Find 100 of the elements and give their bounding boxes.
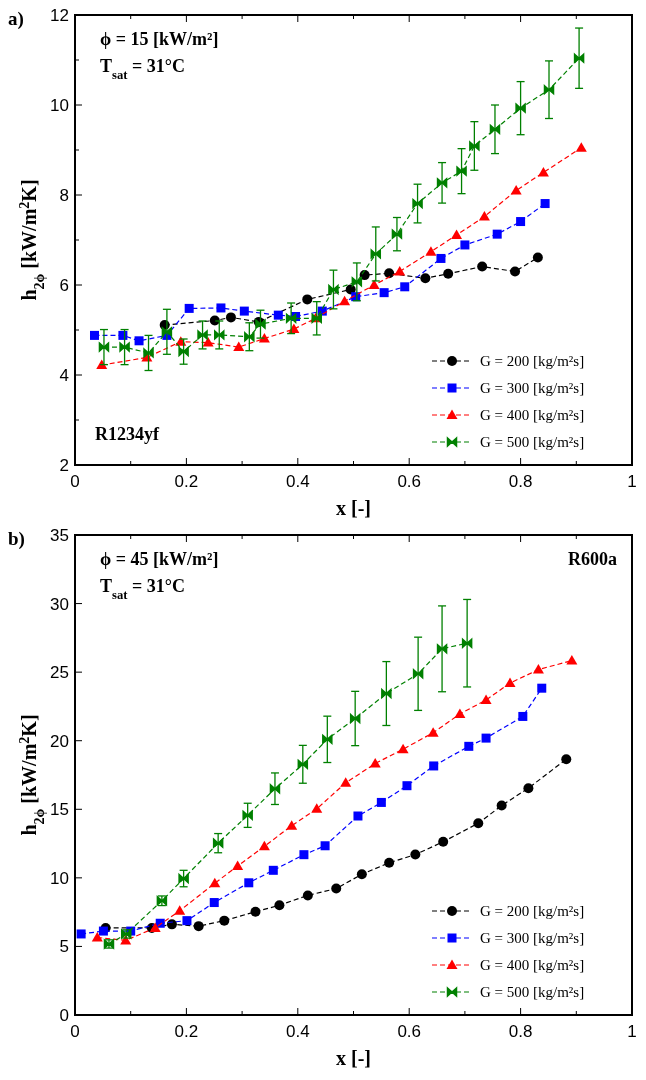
legend-label: G = 300 [kg/m²s] [480, 380, 585, 396]
point [76, 929, 86, 939]
point [90, 330, 99, 340]
point [518, 711, 528, 721]
y-tick-label: 4 [59, 366, 69, 385]
point [469, 141, 480, 151]
legend-label: G = 400 [kg/m²s] [480, 957, 585, 973]
point [381, 688, 392, 699]
point [356, 869, 367, 880]
point [489, 124, 501, 135]
point [269, 783, 281, 794]
point [436, 253, 446, 263]
point [397, 743, 409, 754]
point [496, 800, 507, 811]
y-tick-label: 6 [59, 276, 69, 295]
point [212, 838, 224, 848]
point [258, 333, 270, 343]
point [510, 266, 521, 277]
point [250, 906, 261, 917]
legend-label: G = 200 [kg/m²s] [480, 903, 585, 919]
legend-label: G = 500 [kg/m²s] [480, 434, 585, 450]
point [573, 53, 585, 63]
point [464, 741, 474, 751]
point [427, 727, 439, 737]
point [477, 261, 488, 272]
y-tick-label: 35 [50, 526, 69, 545]
point [537, 167, 549, 177]
point [510, 185, 522, 195]
point [461, 638, 473, 648]
x-tick-label: 1 [627, 1022, 637, 1041]
point [232, 860, 244, 871]
point [429, 761, 439, 771]
point [537, 683, 547, 693]
point [98, 342, 110, 352]
point [184, 303, 194, 313]
annotation: R600a [568, 549, 617, 569]
y-tick-label: 5 [59, 937, 69, 957]
annotation: T$_{sat}$ = 31°C [100, 56, 185, 82]
chart-title: b) [8, 528, 25, 550]
point [402, 781, 412, 791]
point [202, 337, 214, 347]
y-tick-label: 0 [59, 1006, 69, 1025]
x-tick-label: 0.8 [508, 1022, 533, 1041]
point [412, 198, 423, 209]
point [297, 759, 309, 770]
point [91, 932, 103, 942]
point [244, 332, 255, 342]
annotation: ϕ = 45 [kW/m²] [100, 549, 219, 569]
point [353, 811, 363, 821]
point [454, 708, 466, 718]
point [209, 877, 221, 888]
point [233, 341, 245, 352]
point [410, 849, 421, 860]
point [302, 294, 313, 305]
y-tick-label: 8 [59, 186, 69, 205]
point [219, 915, 230, 926]
point [302, 890, 313, 901]
point [286, 820, 298, 830]
point [451, 229, 463, 240]
point [481, 733, 491, 743]
point [369, 757, 381, 768]
point [575, 142, 587, 152]
point [438, 836, 449, 847]
point [174, 905, 186, 915]
point [460, 240, 470, 250]
y-tick-label: 25 [50, 663, 69, 683]
x-axis-title: x [-] [336, 1047, 371, 1069]
point [244, 878, 254, 888]
point [331, 883, 342, 894]
point [182, 916, 192, 926]
point [214, 330, 225, 340]
point [400, 282, 410, 292]
x-tick-label: 1 [627, 472, 637, 491]
point [320, 841, 330, 851]
point [239, 306, 249, 316]
point [384, 268, 395, 279]
point [504, 677, 516, 688]
point [425, 246, 437, 256]
point [340, 777, 352, 787]
y-tick-label: 2 [59, 456, 69, 475]
legend-label: G = 500 [kg/m²s] [480, 984, 585, 1000]
y-tick-label: 20 [50, 731, 69, 751]
point [473, 818, 484, 829]
y-tick-label: 30 [50, 594, 69, 614]
point [394, 266, 406, 276]
point [436, 644, 448, 654]
x-axis-title: x [-] [336, 497, 371, 519]
point [209, 898, 219, 908]
point [322, 734, 333, 745]
point [242, 810, 253, 821]
x-tick-label: 0.8 [508, 472, 533, 491]
point [258, 840, 270, 851]
point [376, 797, 386, 807]
chart-title: a) [8, 8, 24, 30]
point [478, 211, 490, 221]
x-tick-label: 0.4 [285, 1022, 310, 1041]
point [311, 803, 323, 813]
point [98, 926, 108, 936]
point [412, 669, 424, 679]
point [268, 865, 278, 875]
